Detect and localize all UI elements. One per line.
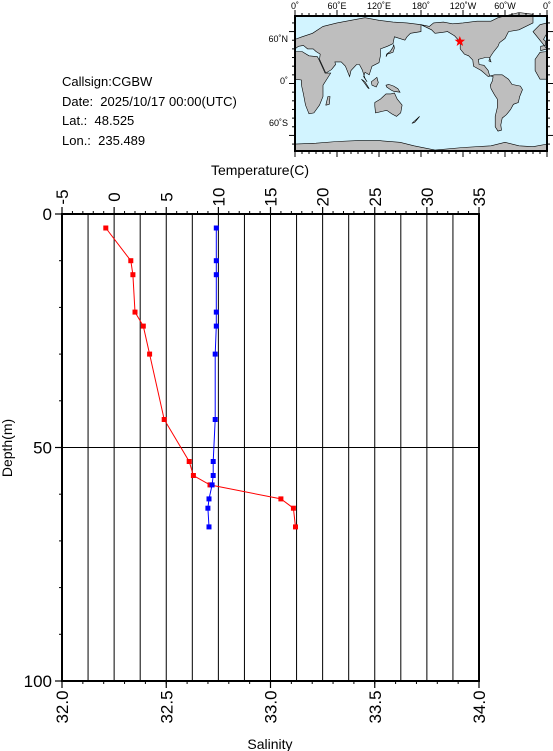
- land-mass: [370, 76, 379, 88]
- salinity-tick-label: 32.5: [157, 690, 176, 723]
- series-0-point: [132, 309, 138, 315]
- temperature-tick-label: 10: [209, 188, 228, 207]
- salinity-axis-title: Salinity: [247, 736, 292, 751]
- map-land: [294, 12, 548, 152]
- depth-tick-label: 100: [24, 672, 52, 691]
- date-text: Date: 2025/10/17 00:00(UTC): [62, 93, 237, 109]
- series-0-point: [130, 272, 136, 278]
- map-lon-tick-label: 0˚: [543, 1, 551, 11]
- temperature-tick-label: 30: [418, 188, 437, 207]
- map-frame: [289, 10, 553, 157]
- map-lon-tick-label: 120˚W: [450, 1, 477, 11]
- map-labels: 0˚ 60˚E 120˚E 180˚ 120˚W 60˚W 0˚ 60˚N 0˚…: [268, 1, 551, 128]
- map-lon-tick-label: 0˚: [291, 1, 299, 11]
- land-mass: [294, 17, 422, 82]
- map-lat-tick-label: 60˚S: [269, 118, 288, 128]
- series-0-point: [103, 225, 109, 231]
- station-marker-icon: [454, 36, 466, 46]
- map-lat-tick-label: 0˚: [280, 76, 288, 86]
- series-1-point: [213, 272, 219, 278]
- temperature-tick-label: 20: [314, 188, 333, 207]
- series-0-point: [278, 496, 284, 502]
- series-1-point: [206, 496, 212, 502]
- temperature-axis-title: Temperature(C): [211, 162, 309, 178]
- series-1-point: [210, 473, 216, 478]
- callsign-text: Callsign:CGBW: [62, 74, 153, 89]
- map-lon-tick-label: 60˚W: [494, 1, 516, 11]
- temperature-axis: -5 0 5 10 15 20 25 30 35: [53, 188, 489, 214]
- depth-axis: 0 50 100: [24, 205, 62, 691]
- land-mass: [532, 22, 548, 51]
- temperature-tick-label: 0: [105, 192, 124, 201]
- land-mass: [411, 116, 420, 124]
- series-1-point: [213, 309, 219, 315]
- depth-axis-title: Depth(m): [0, 419, 15, 477]
- salinity-tick-label: 33.5: [366, 690, 385, 723]
- land-mass: [385, 84, 401, 93]
- series-1-point: [213, 225, 219, 231]
- land-mass: [374, 92, 403, 117]
- map-lon-tick-label: 180˚: [412, 1, 430, 11]
- salinity-tick-label: 32.0: [53, 690, 72, 723]
- map-lon-tick-label: 120˚E: [367, 1, 391, 11]
- chart-grid: [62, 214, 479, 681]
- salinity-tick-label: 33.0: [262, 690, 281, 723]
- land-mass: [361, 78, 370, 89]
- series-0-point: [293, 524, 298, 530]
- map-lon-tick-label: 60˚E: [327, 1, 346, 11]
- temperature-tick-label: 25: [366, 188, 385, 207]
- temperature-tick-label: -5: [53, 189, 72, 204]
- station-info: Callsign:CGBW Date: 2025/10/17 00:00(UTC…: [62, 72, 237, 150]
- land-mass: [385, 44, 395, 57]
- series-0-point: [161, 417, 167, 422]
- series-1-point: [205, 505, 211, 511]
- temperature-tick-label: 5: [157, 192, 176, 201]
- series-0-point: [140, 323, 146, 329]
- series-0-point: [290, 505, 296, 511]
- depth-tick-label: 50: [33, 439, 52, 458]
- series-1-point: [210, 459, 216, 464]
- series-layer: [103, 225, 298, 530]
- series-0-point: [128, 258, 134, 264]
- series-1-point: [212, 417, 218, 422]
- salinity-axis: 32.0 32.5 33.0 33.5 34.0: [53, 681, 489, 724]
- series-1-point: [209, 482, 215, 488]
- series-0-point: [190, 473, 196, 478]
- temperature-tick-label: 15: [262, 188, 281, 207]
- land-mass: [294, 51, 332, 115]
- map-lat-tick-label: 60˚N: [268, 34, 288, 44]
- land-mass: [325, 96, 331, 106]
- lat-text: Lat.: 48.525: [62, 113, 135, 128]
- lon-text: Lon.: 235.489: [62, 132, 146, 148]
- series-1-point: [213, 323, 219, 329]
- series-0-point: [186, 459, 192, 464]
- series-1-point: [213, 258, 219, 264]
- temperature-tick-label: 35: [470, 188, 489, 207]
- depth-tick-label: 0: [43, 205, 52, 224]
- series-1-point: [212, 351, 218, 357]
- series-0-point: [147, 351, 153, 357]
- series-1-point: [206, 524, 212, 530]
- salinity-tick-label: 34.0: [470, 690, 489, 723]
